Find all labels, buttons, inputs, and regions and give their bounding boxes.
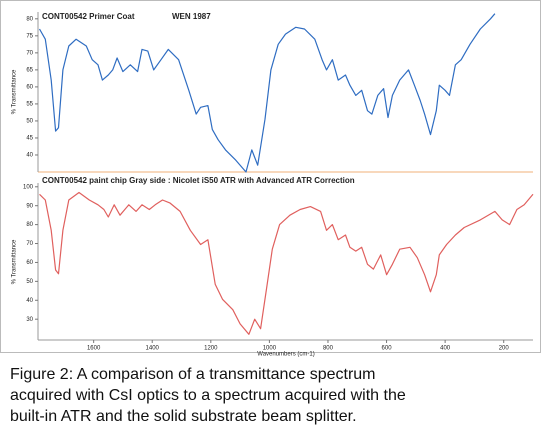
chart-title: CONT00542 Primer Coat <box>42 12 135 21</box>
caption-line: built-in ATR and the solid substrate bea… <box>10 408 357 425</box>
x-tick-label: 800 <box>323 346 334 352</box>
y-axis-label: % Transmittance <box>12 69 18 114</box>
x-tick-label: 1000 <box>263 346 277 352</box>
y-tick-label: 40 <box>26 298 33 304</box>
x-tick-label: 200 <box>499 346 510 352</box>
caption-line: acquired with CsI optics to a spectrum a… <box>10 387 406 404</box>
x-tick-label: 1400 <box>146 346 160 352</box>
y-tick-label: 75 <box>26 33 33 39</box>
y-tick-label: 50 <box>26 119 33 125</box>
spectrum-line <box>39 191 534 335</box>
y-tick-label: 50 <box>26 279 33 285</box>
caption-line: Figure 2: A comparison of a transmittanc… <box>10 366 376 383</box>
x-tick-label: 600 <box>382 346 393 352</box>
y-tick-label: 80 <box>26 16 33 22</box>
y-tick-label: 60 <box>26 84 33 90</box>
y-tick-label: 90 <box>26 203 33 209</box>
x-tick-label: 1600 <box>87 346 101 352</box>
y-tick-label: 30 <box>26 317 33 323</box>
annotation: WEN 1987 <box>172 12 211 21</box>
y-tick-label: 60 <box>26 260 33 266</box>
y-tick-label: 40 <box>26 153 33 159</box>
chart-title: CONT00542 paint chip Gray side : Nicolet… <box>42 176 355 185</box>
x-tick-label: 400 <box>440 346 451 352</box>
y-tick-label: 80 <box>26 222 33 228</box>
x-tick-label: 1200 <box>204 346 218 352</box>
x-axis-label: Wavenumbers (cm-1) <box>257 352 314 358</box>
y-axis-label: % Transmittance <box>12 239 18 284</box>
y-tick-label: 55 <box>26 101 33 107</box>
y-tick-label: 65 <box>26 67 33 73</box>
spectrum-line <box>38 13 496 173</box>
y-tick-label: 70 <box>26 241 33 247</box>
y-tick-label: 100 <box>23 184 34 190</box>
y-tick-label: 70 <box>26 50 33 56</box>
y-tick-label: 45 <box>26 136 33 142</box>
